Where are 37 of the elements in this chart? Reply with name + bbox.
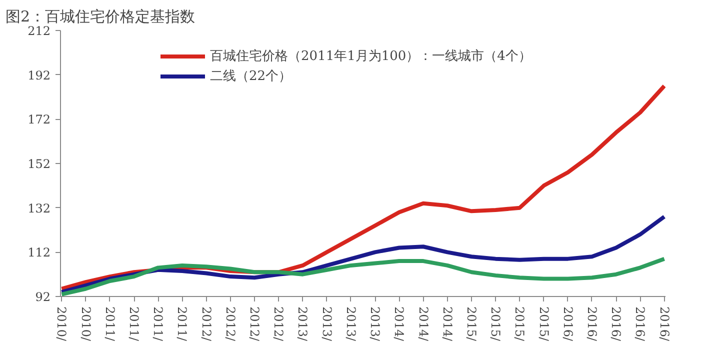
line-series: [60, 214, 666, 294]
x-tick-label: 2013/: [368, 306, 382, 342]
y-tick-label: 172: [28, 112, 50, 127]
x-tick-label: 2015/: [536, 306, 551, 342]
chart-title: 图2：百城住宅价格定基指数: [6, 8, 196, 26]
y-tick-label: 212: [28, 24, 50, 38]
x-tick-label: 2012/: [223, 306, 238, 342]
x-tick-label: 2012/: [199, 306, 214, 342]
y-tick-label: 152: [28, 157, 50, 171]
x-tick-label: 2016/: [657, 306, 672, 342]
x-tick-label: 2016/: [609, 306, 624, 342]
y-tick-label: 132: [28, 201, 50, 216]
x-tick-label: 2012/: [272, 306, 286, 342]
x-tick-label: 2014/: [440, 306, 454, 342]
x-tick-label: 2012/: [248, 306, 262, 342]
x-tick-label: 2010/: [78, 306, 93, 342]
x-tick-label: 2011/: [102, 306, 117, 342]
x-tick-label: 2011/: [151, 306, 166, 342]
x-tick-label: 2016/: [560, 306, 575, 342]
x-tick-label: 2014/: [392, 306, 406, 342]
x-tick-label: 2016/: [633, 306, 648, 342]
y-tick-label: 92: [35, 290, 51, 304]
x-tick-label: 2010/: [54, 306, 69, 342]
x-tick-label: 2013/: [320, 306, 334, 342]
x-tick-label: 2013/: [344, 306, 358, 342]
x-tick-label: 2015/: [512, 306, 527, 342]
x-tick-label: 2011/: [127, 306, 142, 342]
legend-label: 百城住宅价格（2011年1月为100）：一线城市（4个）: [210, 48, 532, 65]
x-tick-label: 2011/: [175, 306, 190, 342]
x-tick-label: 2013/: [296, 306, 310, 342]
y-tick-label: 112: [28, 246, 50, 260]
y-tick-label: 192: [28, 68, 50, 82]
x-tick-label: 2016/: [584, 306, 599, 342]
x-tick-label: 2015/: [464, 306, 478, 342]
legend-label: 二线（22个）: [210, 68, 292, 85]
x-tick-label: 2014/: [416, 306, 430, 342]
x-tick-label: 2015/: [488, 306, 503, 342]
